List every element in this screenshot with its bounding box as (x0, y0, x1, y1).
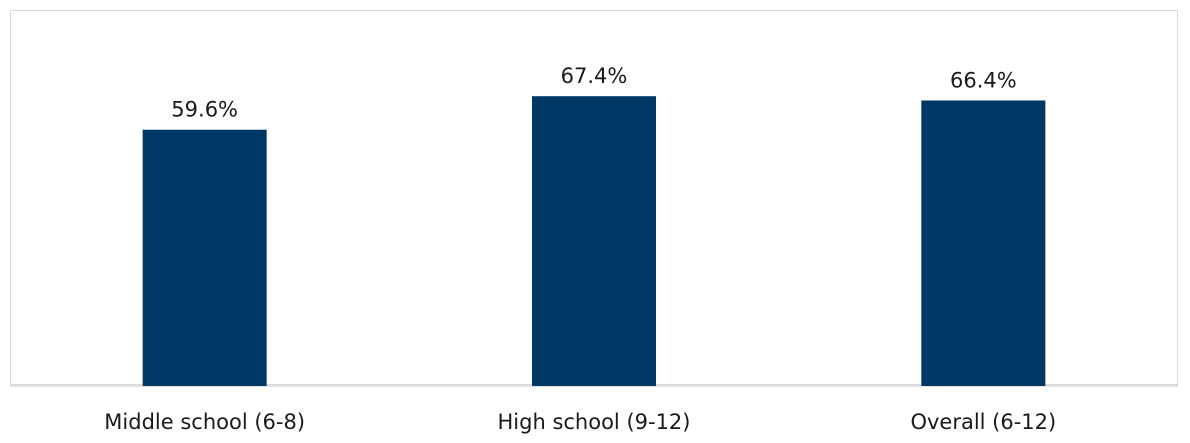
data-label-1: 67.4% (561, 64, 628, 88)
x-tick-label-2: Overall (6-12) (910, 410, 1056, 434)
x-tick-labels-layer: Middle school (6-8) High school (9-12) Ove… (104, 410, 1056, 434)
bar-1 (532, 96, 656, 387)
x-tick-label-0: Middle school (6-8) (104, 410, 305, 434)
data-label-2: 66.4% (950, 68, 1017, 92)
bar-2 (921, 100, 1046, 386)
data-labels-layer: 59.6% 67.4% 66.4% (171, 64, 1016, 122)
x-tick-label-1: High school (9-12) (498, 410, 691, 434)
data-label-0: 59.6% (171, 98, 238, 122)
bars-layer (142, 96, 1046, 387)
bar-0 (142, 129, 267, 386)
